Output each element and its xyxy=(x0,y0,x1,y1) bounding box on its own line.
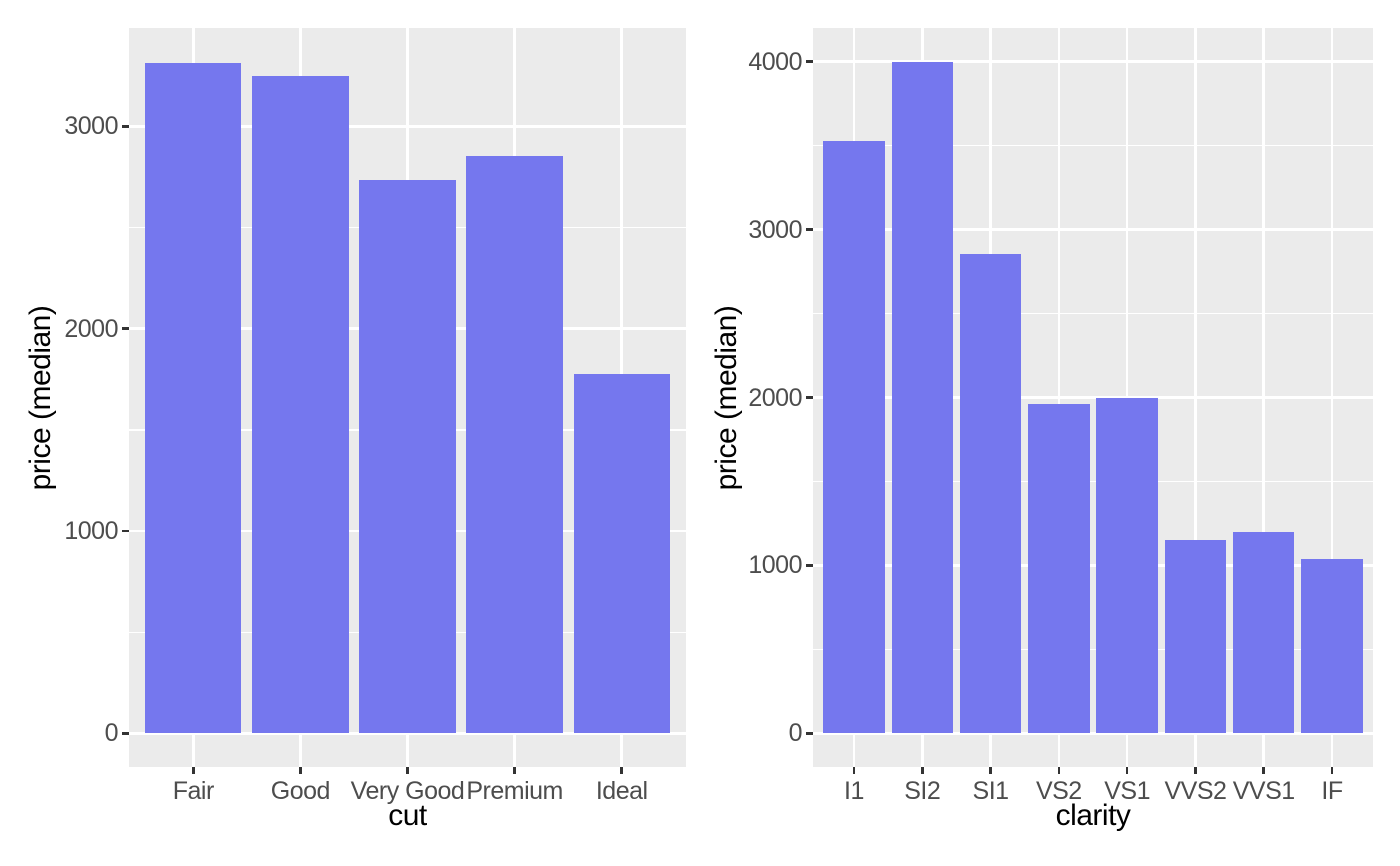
gridline-minor xyxy=(813,480,1373,483)
gridline-vertical-major xyxy=(1125,28,1129,767)
gridline-minor xyxy=(813,144,1373,147)
gridline-major xyxy=(813,564,1373,567)
x-tick-mark xyxy=(299,767,302,774)
bar-si2 xyxy=(891,61,953,734)
y-tick-label: 4000 xyxy=(748,47,802,76)
x-tick-label: IF xyxy=(1321,777,1343,805)
x-tick-label: SI2 xyxy=(904,777,941,805)
x-tick-mark xyxy=(1330,767,1334,774)
x-tick-mark xyxy=(1125,767,1129,774)
y-tick-label: 0 xyxy=(104,719,119,748)
y-tick-mark xyxy=(806,732,813,735)
x-tick-label: Premium xyxy=(466,777,563,805)
y-tick-mark xyxy=(806,60,813,63)
x-tick-mark xyxy=(1057,767,1061,774)
x-tick-label: SI1 xyxy=(972,777,1010,805)
bar-ideal xyxy=(573,374,670,734)
plot-panel xyxy=(813,28,1373,767)
y-tick-label: 3000 xyxy=(64,112,118,141)
x-tick-mark xyxy=(513,767,516,774)
bar-i1 xyxy=(823,140,885,734)
gridline-vertical-major xyxy=(1262,28,1266,767)
y-tick-mark xyxy=(122,327,129,330)
gridline-vertical-major xyxy=(1194,28,1197,767)
plot-panel xyxy=(129,28,686,767)
gridline-minor xyxy=(813,648,1373,651)
y-tick-label: 2000 xyxy=(748,383,802,412)
y-tick-mark xyxy=(806,228,813,231)
bar-si1 xyxy=(959,253,1022,734)
x-tick-label: VS1 xyxy=(1104,777,1151,805)
x-tick-mark xyxy=(989,767,992,774)
bar-vs1 xyxy=(1096,397,1158,734)
x-tick-label: Very Good xyxy=(350,777,465,805)
x-tick-label: Good xyxy=(270,777,331,805)
x-tick-label: I1 xyxy=(844,777,864,805)
x-tick-mark xyxy=(192,767,195,774)
bar-fair xyxy=(145,62,242,734)
x-axis-title: clarity xyxy=(1055,799,1131,832)
y-tick-mark xyxy=(806,396,813,399)
x-tick-mark xyxy=(921,767,924,774)
x-tick-mark xyxy=(1194,767,1197,774)
x-tick-label: Fair xyxy=(172,777,215,805)
y-tick-mark xyxy=(122,529,129,533)
bar-if xyxy=(1301,558,1363,734)
x-tick-label: VS2 xyxy=(1035,777,1082,805)
x-axis-title: cut xyxy=(388,799,427,832)
gridline-major xyxy=(813,396,1373,399)
y-tick-mark xyxy=(806,564,813,567)
bar-vvs2 xyxy=(1164,540,1227,734)
bar-very-good xyxy=(359,179,456,734)
y-tick-label: 1000 xyxy=(748,551,802,580)
bar-vs2 xyxy=(1028,404,1090,734)
y-tick-label: 3000 xyxy=(748,215,802,244)
x-tick-label: Ideal xyxy=(595,777,648,805)
x-tick-label: VVS2 xyxy=(1164,777,1227,805)
y-tick-label: 1000 xyxy=(64,517,118,546)
gridline-vertical-major xyxy=(1330,28,1334,767)
y-tick-mark xyxy=(122,125,129,128)
x-tick-mark xyxy=(406,767,409,774)
x-tick-label: VVS1 xyxy=(1232,777,1295,805)
y-tick-label: 0 xyxy=(788,719,803,748)
x-tick-mark xyxy=(852,767,856,774)
x-tick-mark xyxy=(1262,767,1265,774)
bar-good xyxy=(252,75,349,734)
y-tick-label: 2000 xyxy=(64,314,118,343)
bar-premium xyxy=(466,155,563,734)
gridline-major xyxy=(813,228,1373,231)
y-tick-mark xyxy=(122,732,129,735)
gridline-vertical-major xyxy=(1057,28,1061,767)
bar-vvs1 xyxy=(1233,531,1295,734)
gridline-major xyxy=(813,60,1373,63)
x-tick-mark xyxy=(620,767,623,774)
gridline-major xyxy=(813,732,1373,735)
gridline-minor xyxy=(813,312,1373,315)
